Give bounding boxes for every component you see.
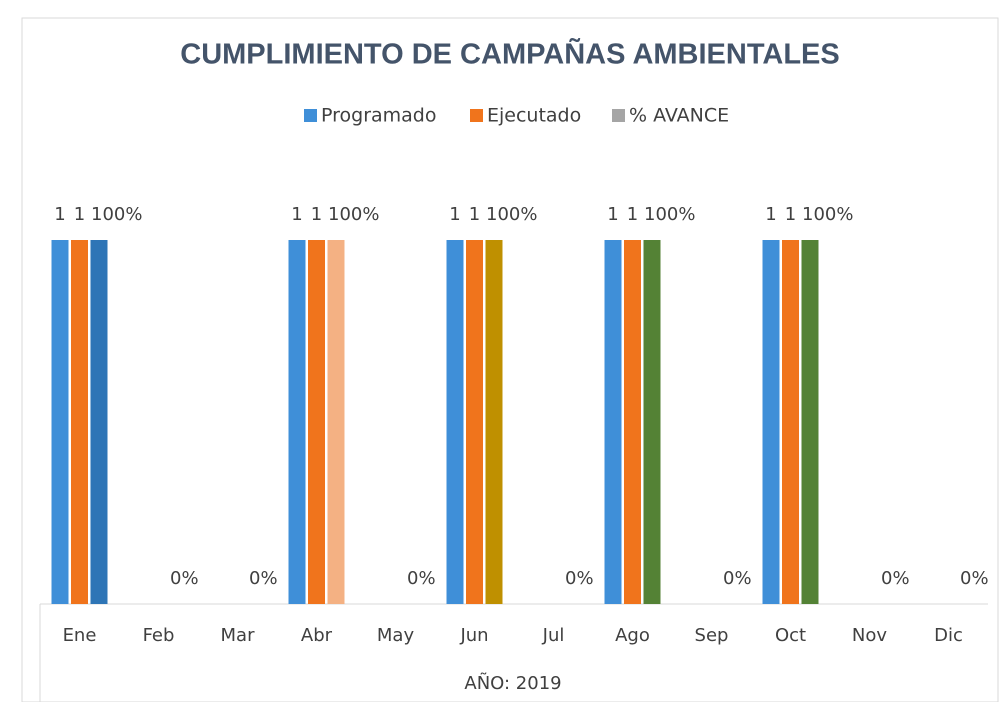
chart-title: CUMPLIMIENTO DE CAMPAÑAS AMBIENTALES bbox=[180, 37, 839, 71]
data-label: 0% bbox=[407, 568, 436, 589]
x-tick-label: Abr bbox=[301, 625, 333, 646]
bar bbox=[71, 240, 88, 604]
x-tick-label: Dic bbox=[934, 625, 963, 646]
legend-swatch bbox=[470, 109, 483, 122]
data-label: 1 bbox=[627, 204, 638, 225]
bar bbox=[762, 240, 780, 604]
data-label: 100% bbox=[644, 204, 695, 225]
legend-label: % AVANCE bbox=[629, 105, 729, 127]
data-label: 1 bbox=[449, 204, 460, 225]
legend-label: Programado bbox=[321, 105, 437, 127]
data-label: 100% bbox=[91, 204, 142, 225]
bar bbox=[604, 240, 622, 604]
data-label: 100% bbox=[486, 204, 537, 225]
bar bbox=[51, 240, 69, 604]
data-label: 0% bbox=[170, 568, 199, 589]
x-tick-label: Feb bbox=[143, 625, 175, 646]
legend-swatch bbox=[304, 109, 317, 122]
data-label: 1 bbox=[785, 204, 796, 225]
bar bbox=[308, 240, 325, 604]
bar bbox=[446, 240, 464, 604]
data-label: 1 bbox=[74, 204, 85, 225]
x-tick-label: Mar bbox=[221, 625, 256, 646]
chart-frame bbox=[21, 17, 999, 703]
x-tick-label: Sep bbox=[695, 625, 729, 646]
data-label: 0% bbox=[723, 568, 752, 589]
data-label: 100% bbox=[328, 204, 379, 225]
legend-label: Ejecutado bbox=[487, 105, 581, 127]
data-label: 1 bbox=[469, 204, 480, 225]
legend: Programado Ejecutado % AVANCE bbox=[304, 105, 729, 127]
legend-swatch bbox=[612, 109, 625, 122]
data-label: 1 bbox=[291, 204, 302, 225]
x-tick-label: May bbox=[377, 625, 415, 646]
bar bbox=[90, 240, 108, 604]
x-tick-label: Jun bbox=[459, 625, 488, 646]
bar bbox=[485, 240, 503, 604]
x-tick-label: Ene bbox=[63, 625, 97, 646]
x-axis-title: AÑO: 2019 bbox=[464, 672, 561, 694]
data-label: 100% bbox=[802, 204, 853, 225]
data-label: 1 bbox=[54, 204, 65, 225]
data-label: 0% bbox=[881, 568, 910, 589]
bar bbox=[288, 240, 306, 604]
data-label: 0% bbox=[565, 568, 594, 589]
data-label: 0% bbox=[960, 568, 989, 589]
data-label: 1 bbox=[607, 204, 618, 225]
data-label: 0% bbox=[249, 568, 278, 589]
bar bbox=[782, 240, 799, 604]
bar bbox=[801, 240, 819, 604]
data-label: 1 bbox=[765, 204, 776, 225]
data-label: 1 bbox=[311, 204, 322, 225]
x-tick-label: Jul bbox=[542, 625, 565, 646]
x-tick-label: Oct bbox=[775, 625, 806, 646]
bar bbox=[327, 240, 345, 604]
bar bbox=[624, 240, 641, 604]
x-tick-label: Ago bbox=[615, 625, 650, 646]
bar bbox=[466, 240, 483, 604]
bar bbox=[643, 240, 661, 604]
x-tick-label: Nov bbox=[852, 625, 887, 646]
